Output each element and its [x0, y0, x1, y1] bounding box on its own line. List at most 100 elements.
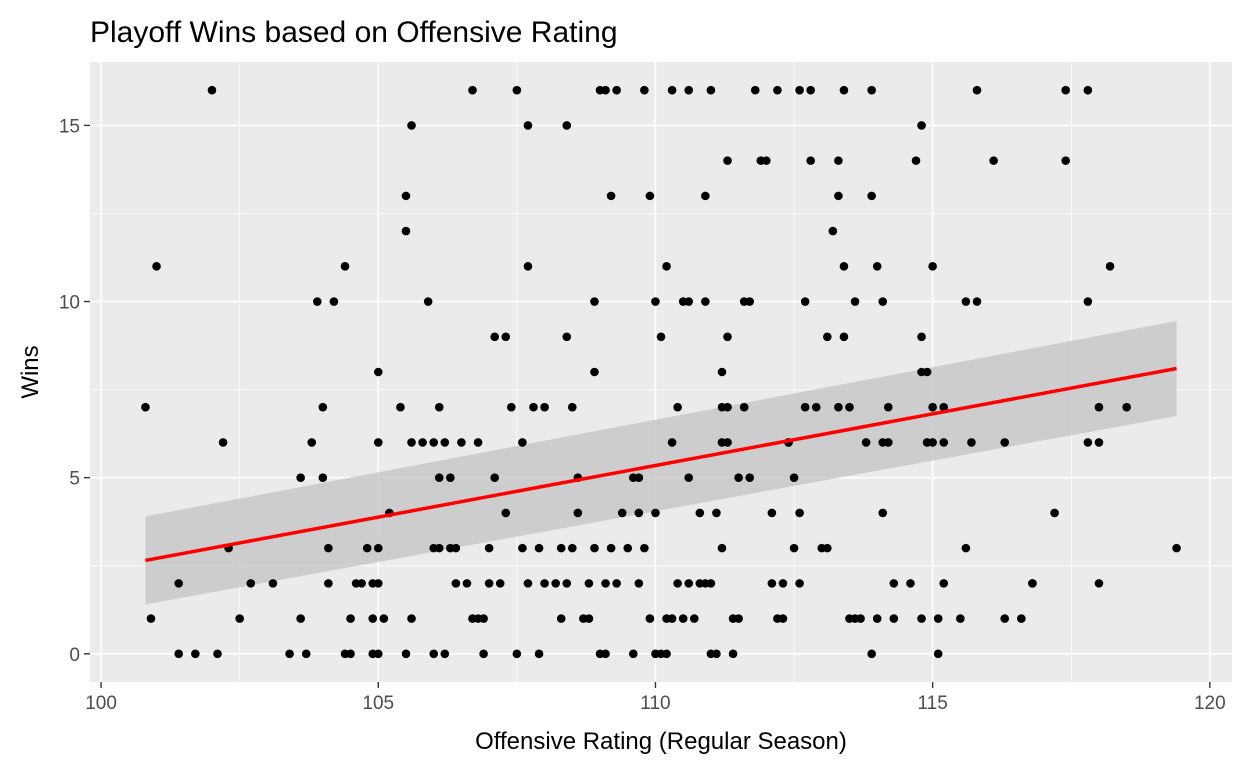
data-point — [823, 543, 832, 553]
data-point — [839, 85, 849, 95]
data-point — [346, 649, 355, 659]
data-point — [401, 649, 411, 659]
data-point — [518, 438, 527, 447]
data-point — [573, 508, 583, 518]
data-point — [540, 579, 549, 588]
data-point — [717, 367, 727, 377]
data-point — [401, 226, 411, 236]
data-point — [1083, 85, 1093, 95]
chart-title: Playoff Wins based on Offensive Rating — [90, 16, 618, 49]
data-point — [507, 402, 516, 412]
data-point — [523, 121, 533, 130]
data-point — [479, 614, 488, 623]
data-point — [523, 262, 533, 271]
data-point — [218, 438, 228, 447]
data-point — [324, 543, 333, 553]
data-point — [933, 614, 943, 623]
data-point — [1000, 438, 1010, 447]
data-point — [235, 614, 244, 623]
data-point — [429, 438, 439, 447]
data-point — [701, 191, 710, 201]
x-tick-label: 110 — [640, 693, 670, 714]
data-point — [972, 85, 982, 95]
data-point — [723, 332, 732, 342]
data-point — [1017, 614, 1026, 623]
data-point — [800, 297, 810, 306]
data-point — [706, 85, 716, 95]
data-point — [1083, 438, 1093, 447]
data-point — [906, 579, 915, 588]
data-point — [601, 649, 610, 659]
data-point — [795, 508, 804, 518]
data-point — [684, 473, 694, 482]
data-point — [823, 332, 832, 342]
data-point — [373, 649, 383, 659]
data-point — [357, 579, 366, 588]
data-point — [601, 579, 610, 588]
data-point — [662, 649, 671, 659]
data-point — [174, 579, 183, 588]
data-point — [651, 508, 660, 518]
data-point — [462, 579, 472, 588]
data-point — [490, 473, 499, 482]
data-point — [889, 579, 899, 588]
data-point — [373, 367, 383, 377]
data-point — [473, 438, 483, 447]
data-point — [734, 473, 743, 482]
data-point — [562, 332, 572, 342]
data-point — [617, 508, 627, 518]
data-point — [1000, 614, 1010, 623]
data-point — [883, 438, 893, 447]
data-point — [811, 402, 821, 412]
data-point — [867, 85, 876, 95]
data-point — [972, 297, 982, 306]
data-point — [324, 579, 333, 588]
data-point — [989, 156, 998, 165]
data-point — [839, 332, 849, 342]
data-point — [590, 367, 599, 377]
data-point — [1094, 402, 1104, 412]
data-point — [373, 579, 383, 588]
data-point — [723, 438, 732, 447]
data-point — [778, 579, 788, 588]
data-point — [568, 402, 577, 412]
x-tick-label: 100 — [85, 693, 117, 714]
data-point — [362, 543, 372, 553]
data-point — [773, 85, 782, 95]
data-point — [434, 473, 444, 482]
data-point — [1028, 579, 1037, 588]
data-point — [379, 614, 389, 623]
data-point — [407, 438, 416, 447]
data-point — [917, 614, 926, 623]
data-point — [701, 297, 710, 306]
data-point — [551, 579, 560, 588]
data-point — [451, 579, 461, 588]
data-point — [828, 226, 838, 236]
data-point — [601, 85, 610, 95]
data-point — [717, 543, 727, 553]
data-point — [451, 543, 461, 553]
regression-line — [145, 366, 1177, 563]
data-point — [296, 614, 305, 623]
data-point — [373, 438, 383, 447]
data-point — [434, 543, 444, 553]
data-point — [767, 579, 777, 588]
data-point — [850, 297, 860, 306]
data-point — [296, 473, 305, 482]
data-point — [401, 191, 411, 201]
data-point — [878, 508, 888, 518]
data-point — [933, 649, 943, 659]
x-axis-title: Offensive Rating (Regular Season) — [475, 728, 847, 755]
data-point — [839, 262, 849, 271]
data-point — [856, 614, 865, 623]
data-point — [368, 614, 378, 623]
data-point — [673, 579, 682, 588]
data-point — [484, 579, 494, 588]
data-point — [800, 402, 810, 412]
data-point — [562, 579, 572, 588]
data-point — [301, 649, 311, 659]
data-point — [684, 579, 694, 588]
data-point — [634, 579, 644, 588]
y-tick-label: 10 — [59, 293, 80, 314]
data-point — [446, 473, 455, 482]
